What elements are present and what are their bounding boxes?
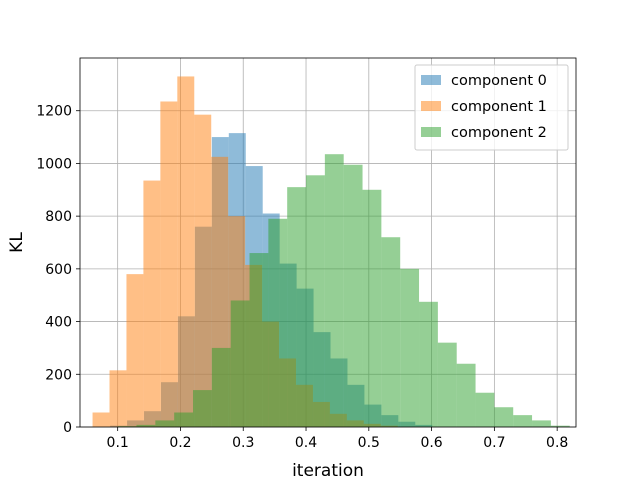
histogram-bar-component-1 xyxy=(92,412,110,427)
histogram-bar-component-2 xyxy=(211,347,231,427)
histogram-bar-component-2 xyxy=(456,363,476,427)
histogram-bar-component-2 xyxy=(193,390,212,427)
histogram-bar-component-2 xyxy=(324,154,344,428)
histogram-bar-component-2 xyxy=(475,392,495,427)
legend-swatch-component-0 xyxy=(421,75,441,85)
histogram-bar-component-2 xyxy=(400,268,420,427)
histogram-bar-component-2 xyxy=(437,342,457,427)
y-tick-label: 600 xyxy=(45,262,72,278)
histogram-bar-component-2 xyxy=(381,237,401,427)
histogram-bar-component-1 xyxy=(194,114,212,428)
histogram-bar-component-2 xyxy=(494,407,514,427)
histogram-bar-component-2 xyxy=(249,253,269,427)
histogram-bar-component-1 xyxy=(109,370,127,427)
legend-box xyxy=(414,64,569,151)
x-tick-label: 0.3 xyxy=(232,435,254,451)
axis-ticks: 0.1 0.2 0.3 0.4 0.5 0.6 0.7 0.8 0 200 400 600 800 100… xyxy=(36,104,568,451)
x-tick-label: 0.6 xyxy=(420,435,442,451)
plot-frame xyxy=(79,57,577,428)
legend-label-component-0: component 0 xyxy=(451,73,547,89)
histogram-bar-component-2 xyxy=(136,424,156,427)
x-tick-label: 0.4 xyxy=(295,435,317,451)
y-tick-label: 0 xyxy=(63,420,72,436)
legend-label-component-1: component 1 xyxy=(451,99,547,115)
histogram-bar-component-2 xyxy=(550,425,570,427)
x-tick-label: 0.5 xyxy=(358,435,380,451)
histogram-bar-component-2 xyxy=(230,300,250,427)
histogram-bar-component-1 xyxy=(143,180,161,427)
histogram-bar-component-2 xyxy=(362,189,382,427)
y-tick-label: 1000 xyxy=(36,156,72,172)
histogram-bar-component-2 xyxy=(174,412,194,427)
histogram-bar-component-2 xyxy=(287,187,307,427)
histogram-bar-component-2 xyxy=(419,301,438,427)
histogram-bar-component-2 xyxy=(532,420,551,427)
legend-label-component-2: component 2 xyxy=(451,125,547,141)
legend-swatch-component-2 xyxy=(421,127,441,137)
x-tick-label: 0.7 xyxy=(483,435,505,451)
y-tick-label: 400 xyxy=(45,315,72,331)
histogram-bar-component-2 xyxy=(155,420,175,427)
histogram-bar-component-2 xyxy=(268,218,288,427)
x-tick-label: 0.1 xyxy=(107,435,129,451)
histogram-bar-component-1 xyxy=(126,274,144,427)
histogram-bars xyxy=(92,76,570,428)
legend: component 0 component 1 component 2 xyxy=(414,64,569,151)
x-tick-label: 0.2 xyxy=(169,435,191,451)
y-tick-label: 1200 xyxy=(36,104,72,120)
histogram-bar-component-1 xyxy=(177,76,195,427)
histogram-bar-component-2 xyxy=(513,415,533,427)
y-axis-title: KL xyxy=(7,232,27,253)
y-tick-label: 200 xyxy=(45,367,72,383)
x-tick-label: 0.8 xyxy=(546,435,568,451)
x-axis-title: iteration xyxy=(292,461,364,480)
histogram-bar-component-1 xyxy=(160,101,178,427)
y-tick-label: 800 xyxy=(45,209,72,225)
histogram-bar-component-2 xyxy=(343,164,363,427)
histogram-bar-component-2 xyxy=(306,175,325,427)
legend-swatch-component-1 xyxy=(421,101,441,111)
